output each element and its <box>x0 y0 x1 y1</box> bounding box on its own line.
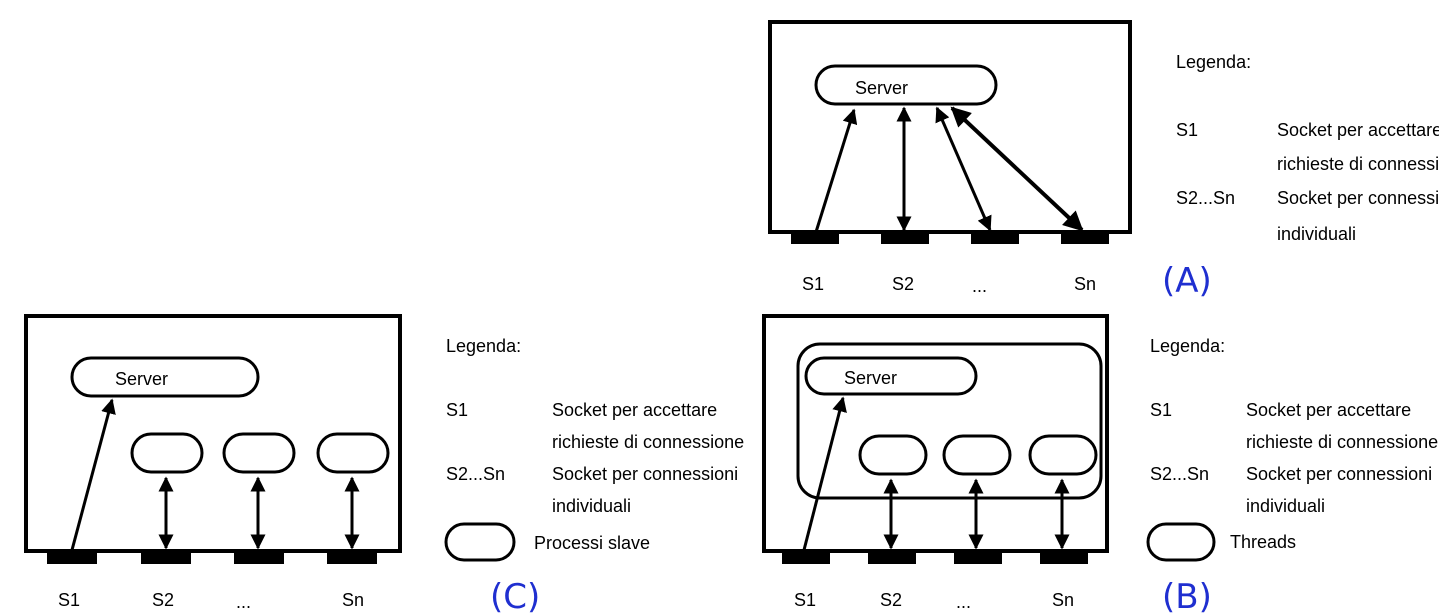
panel-a-socket-label-s1: S1 <box>802 274 824 294</box>
panel-a-arrow-s1 <box>814 108 858 233</box>
panel-a-legend-desc-1b: richieste di connessione <box>1277 154 1439 174</box>
panel-a-arrow-sn <box>950 106 1084 232</box>
panel-a-socket-label-sn: Sn <box>1074 274 1096 294</box>
panel-b-legend-key-2: S2...Sn <box>1150 464 1209 484</box>
panel-b-socket-label-s2: S2 <box>880 590 902 610</box>
panel-c-legend-desc-2b: individuali <box>552 496 631 516</box>
panel-b-socket-s1 <box>782 551 830 564</box>
panel-c-socket-sn <box>327 551 377 564</box>
panel-a-arrow-s3 <box>935 106 992 232</box>
panel-c-slave-1 <box>130 432 204 474</box>
panel-c-socket-label-s2: S2 <box>152 590 174 610</box>
panel-c-legend: Legenda: S1 Socket per accettare richies… <box>444 336 744 562</box>
panel-b-thread-n <box>1028 434 1098 476</box>
panel-a-legend-desc-1a: Socket per accettare <box>1277 120 1439 140</box>
panel-a-legend-desc-2a: Socket per connessioni <box>1277 188 1439 208</box>
panel-b-socket-s2 <box>868 551 916 564</box>
panel-a-tag: (A) <box>1162 261 1212 301</box>
panel-b-server-label: Server <box>844 368 897 388</box>
panel-a-legend-key-2: S2...Sn <box>1176 188 1235 208</box>
panel-a-legend-key-1: S1 <box>1176 120 1198 140</box>
panel-c-socket-s3 <box>234 551 284 564</box>
panel-c-legend-desc-2a: Socket per connessioni <box>552 464 738 484</box>
panel-b-arrow-s1 <box>802 396 847 551</box>
panel-c-legend-shape-label: Processi slave <box>534 533 650 553</box>
panel-b-legend-desc-2b: individuali <box>1246 496 1325 516</box>
panel-c-legend-desc-1a: Socket per accettare <box>552 400 717 420</box>
panel-b-legend-key-1: S1 <box>1150 400 1172 420</box>
panel-a-socket-label-s2: S2 <box>892 274 914 294</box>
panel-a-server-label: Server <box>855 78 908 98</box>
panel-c: Server S1 S2 ... Sn (C) Legenda: S1 Sock… <box>24 314 744 613</box>
panel-c-legend-desc-1b: richieste di connessione <box>552 432 744 452</box>
panel-c-slave-2 <box>222 432 296 474</box>
panel-b-thread-2 <box>942 434 1012 476</box>
panel-a-legend: Legenda: S1 Socket per accettare richies… <box>1176 52 1439 244</box>
panel-c-legend-title: Legenda: <box>446 336 521 356</box>
panel-b-frame <box>762 314 1109 553</box>
panel-c-server-label: Server <box>115 369 168 389</box>
panel-b-socket-label-s1: S1 <box>794 590 816 610</box>
panel-c-tag: (C) <box>490 577 540 613</box>
panel-b: Server S1 S2 ... Sn (B) Legenda: S1 Sock… <box>762 314 1438 613</box>
panel-a-legend-title: Legenda: <box>1176 52 1251 72</box>
panel-b-thread-1 <box>858 434 928 476</box>
panel-c-socket-label-dots: ... <box>236 592 251 612</box>
panel-a-socket-s3 <box>971 232 1019 244</box>
panel-a: Server S1 S2 ... Sn (A) Legenda: S1 Sock… <box>768 20 1439 301</box>
panel-c-server-node <box>70 356 260 398</box>
panel-a-server-node <box>814 64 998 106</box>
panel-b-socket-label-dots: ... <box>956 592 971 612</box>
panel-b-legend-desc-2a: Socket per connessioni <box>1246 464 1432 484</box>
panel-b-legend: Legenda: S1 Socket per accettare richies… <box>1146 336 1438 562</box>
panel-b-socket-label-sn: Sn <box>1052 590 1074 610</box>
panel-c-legend-key-1: S1 <box>446 400 468 420</box>
panel-a-socket-s1 <box>791 232 839 244</box>
panel-c-legend-shape <box>444 522 516 562</box>
panel-b-legend-desc-1a: Socket per accettare <box>1246 400 1411 420</box>
panel-a-socket-sn <box>1061 232 1109 244</box>
panel-c-arrow-s1 <box>70 398 116 551</box>
panel-c-legend-key-2: S2...Sn <box>446 464 505 484</box>
panel-b-socket-sn <box>1040 551 1088 564</box>
panel-b-legend-title: Legenda: <box>1150 336 1225 356</box>
panel-a-legend-desc-2b: individuali <box>1277 224 1356 244</box>
panel-b-server-node <box>804 356 978 396</box>
panel-c-socket-label-s1: S1 <box>58 590 80 610</box>
panel-c-socket-label-sn: Sn <box>342 590 364 610</box>
panel-b-process-boundary <box>796 342 1103 500</box>
panel-a-socket-s2 <box>881 232 929 244</box>
panel-b-legend-shape-label: Threads <box>1230 532 1296 552</box>
panel-b-tag: (B) <box>1162 577 1212 613</box>
panel-b-legend-shape <box>1146 522 1216 562</box>
panel-a-frame <box>768 20 1132 234</box>
panel-c-frame <box>24 314 402 553</box>
panel-c-socket-s1 <box>47 551 97 564</box>
panel-c-slave-n <box>316 432 390 474</box>
panel-a-socket-label-dots: ... <box>972 276 987 296</box>
panel-c-socket-s2 <box>141 551 191 564</box>
panel-b-socket-s3 <box>954 551 1002 564</box>
panel-b-legend-desc-1b: richieste di connessione <box>1246 432 1438 452</box>
